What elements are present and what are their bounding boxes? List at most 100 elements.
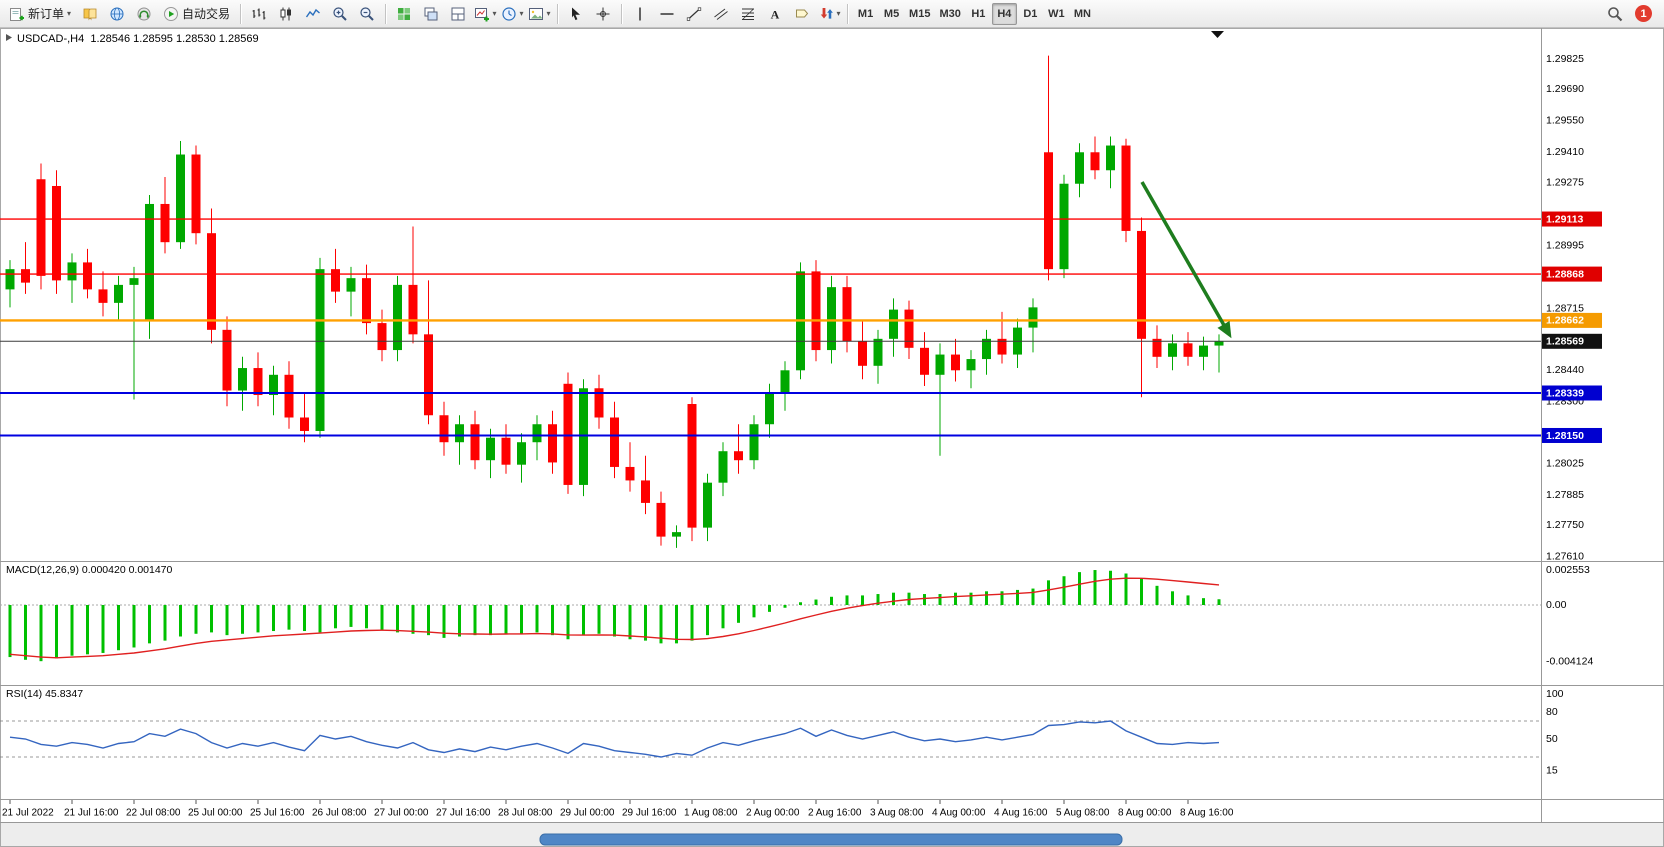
new-chart-button[interactable]: ▾ [472, 2, 498, 26]
price-badge-text: 1.28339 [1546, 387, 1584, 399]
notification-badge[interactable]: 1 [1635, 5, 1652, 22]
template-button[interactable]: ▾ [526, 2, 552, 26]
macd-axis-label: 0.002553 [1546, 564, 1590, 576]
scrollbar-thumb[interactable] [539, 833, 1123, 846]
bear-candle-body [207, 233, 216, 330]
timeframe-w1-button[interactable]: W1 [1044, 3, 1069, 25]
toolbar-separator [557, 3, 559, 24]
text-button[interactable]: A [762, 2, 788, 26]
price-badge-1.28662: 1.28662 [1542, 312, 1602, 328]
timeframe-m30-button[interactable]: M30 [935, 3, 964, 25]
bear-candle-body [920, 347, 929, 375]
bar-chart-button[interactable] [246, 2, 272, 26]
zoom-out-button[interactable] [354, 2, 380, 26]
data-window-button[interactable] [104, 2, 130, 26]
price-axis-label: 1.29275 [1546, 176, 1584, 188]
price-badge-1.28339: 1.28339 [1542, 385, 1602, 401]
autotrading-button[interactable]: 自动交易 [158, 2, 235, 26]
chevron-down-icon: ▾ [519, 8, 524, 18]
bull-candle-body [935, 354, 945, 375]
new-order-button[interactable]: 新订单 ▾ [4, 2, 76, 26]
cursor-button[interactable] [563, 2, 589, 26]
bear-candle-body [408, 284, 418, 335]
trendline-button[interactable] [681, 2, 707, 26]
period-menu-button[interactable]: ▾ [499, 2, 525, 26]
time-axis-label: 29 Jul 00:00 [560, 808, 615, 819]
one-click-trading-toggle[interactable] [6, 34, 12, 41]
channel-button[interactable] [708, 2, 734, 26]
search-button[interactable] [1602, 2, 1628, 26]
price-axis-label: 1.27750 [1546, 519, 1584, 531]
bear-candle-body [424, 334, 433, 416]
bull-candle-body [982, 338, 991, 360]
toolbar-separator [847, 3, 849, 24]
crosshair-button[interactable] [590, 2, 616, 26]
linechart-icon [305, 8, 321, 17]
bull-candle-body [145, 203, 154, 321]
bear-candle-body [656, 502, 666, 537]
vline-icon [639, 7, 641, 20]
bull-candle-body [1214, 341, 1224, 346]
tile-windows-button[interactable] [391, 2, 417, 26]
price-badge-text: 1.29113 [1546, 213, 1584, 225]
trend-arrow-annotation[interactable] [1140, 181, 1232, 339]
new-order-button-label: 新订单 [28, 7, 65, 21]
market-watch-button[interactable] [77, 2, 103, 26]
fibonacci-button[interactable] [735, 2, 761, 26]
vertical-line-button[interactable] [627, 2, 653, 26]
price-badge-text: 1.28868 [1546, 268, 1584, 280]
tile-icon [451, 7, 465, 20]
bull-candle-body [517, 442, 526, 465]
time-axis-label: 2 Aug 16:00 [808, 808, 862, 819]
bear-candle-body [1183, 343, 1193, 357]
bear-candle-body [191, 154, 201, 234]
timeframe-m5-button[interactable]: M5 [879, 3, 904, 25]
toolbar: 新订单 ▾ 自动交易 ▾ ▾ ▾ A ▾ M1 M5 M15 M30 H1 H4 D1 W1 MN 1 [0, 0, 1664, 28]
bull-candle-body [703, 482, 712, 528]
timeframe-m1-button[interactable]: M1 [853, 3, 878, 25]
time-axis: 21 Jul 2022 21 Jul 16:00 22 Jul 08:00 25 Ju… [2, 800, 1234, 819]
toolbar-separator [621, 3, 623, 24]
time-axis-label: 25 Jul 00:00 [188, 808, 243, 819]
time-axis-label: 26 Jul 08:00 [312, 808, 367, 819]
arrows-button[interactable]: ▾ [816, 2, 842, 26]
navigator-button[interactable] [131, 2, 157, 26]
arrange-windows-button[interactable] [445, 2, 471, 26]
timeframe-h4-button[interactable]: H4 [991, 2, 1017, 25]
bull-candle-body [346, 278, 356, 292]
time-axis-label: 8 Aug 00:00 [1118, 808, 1172, 819]
cursor-icon [572, 7, 581, 20]
timeframe-d1-button[interactable]: D1 [1018, 3, 1043, 25]
price-badge-1.28868: 1.28868 [1542, 266, 1602, 282]
time-axis-label: 29 Jul 16:00 [622, 808, 677, 819]
zoom-in-button[interactable] [327, 2, 353, 26]
chevron-down-icon: ▾ [492, 8, 497, 18]
bull-candle-body [269, 374, 278, 396]
price-axis-label: 1.28025 [1546, 457, 1584, 469]
toolbar-separator [240, 3, 242, 24]
timeframe-h1-button[interactable]: H1 [966, 3, 991, 25]
line-chart-button[interactable] [300, 2, 326, 26]
price-axis-label: 1.28995 [1546, 239, 1584, 251]
chart-window-frame [0, 28, 1664, 847]
timeframe-m15-button[interactable]: M15 [905, 3, 934, 25]
bear-candle-body [858, 341, 867, 366]
bull-candle-body [315, 269, 325, 431]
hline-icon [660, 12, 674, 15]
bull-candle-body [486, 437, 495, 461]
timeframe-mn-button[interactable]: MN [1070, 3, 1095, 25]
bear-candle-body [1121, 145, 1131, 231]
price-axis-label: 1.29825 [1546, 53, 1584, 65]
book-icon [83, 8, 97, 21]
bull-candle-body [67, 262, 77, 281]
label-button[interactable] [789, 2, 815, 26]
bear-candle-body [160, 203, 170, 243]
cascade-windows-button[interactable] [418, 2, 444, 26]
rsi-line [9, 720, 1220, 758]
rsi-axis-label: 100 [1546, 688, 1564, 700]
scroll-to-end-marker[interactable] [1211, 31, 1224, 38]
horizontal-line-button[interactable] [654, 2, 680, 26]
candlestick-series [5, 55, 1224, 548]
candlestick-chart-button[interactable] [273, 2, 299, 26]
